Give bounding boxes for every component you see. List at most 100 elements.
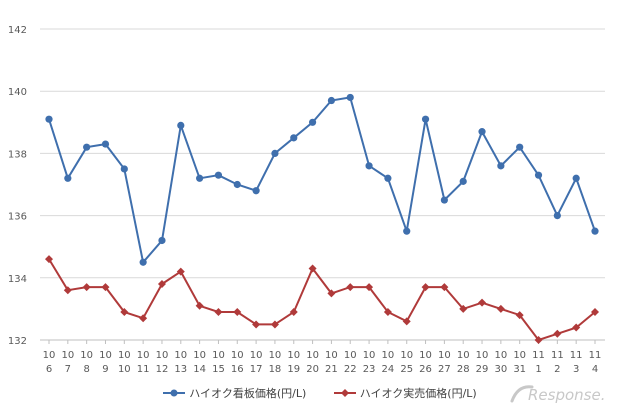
x-tick-label-day: 11 <box>137 364 150 375</box>
x-tick-label-month: 10 <box>212 350 225 361</box>
watermark-text: Response. <box>528 386 605 404</box>
data-point <box>365 283 374 292</box>
x-tick-label-day: 9 <box>102 364 108 375</box>
data-point <box>233 180 241 189</box>
data-point <box>83 143 91 151</box>
x-tick-label-day: 25 <box>400 364 413 375</box>
x-tick-label-day: 30 <box>494 364 507 375</box>
x-tick-label-day: 14 <box>193 364 206 375</box>
data-point <box>403 227 411 235</box>
data-point <box>591 308 599 317</box>
x-tick-label-month: 10 <box>287 350 300 361</box>
x-tick-label-day: 15 <box>212 364 225 375</box>
data-point <box>308 264 317 273</box>
data-point <box>64 174 72 182</box>
data-point <box>384 174 392 182</box>
data-point <box>270 320 279 329</box>
x-tick-label-day: 17 <box>250 364 263 375</box>
data-point <box>252 320 261 329</box>
x-tick-label-month: 10 <box>457 350 470 361</box>
y-tick-label: 142 <box>8 25 27 36</box>
data-point <box>289 308 298 317</box>
data-point <box>308 118 317 126</box>
data-point <box>290 134 298 142</box>
data-point <box>346 93 354 102</box>
x-tick-label-day: 24 <box>382 364 395 375</box>
data-point <box>516 143 524 151</box>
data-point <box>402 317 411 326</box>
x-tick-label-month: 10 <box>156 350 169 361</box>
x-tick-label-day: 13 <box>174 364 187 375</box>
data-point <box>534 336 543 344</box>
x-tick-label-month: 11 <box>551 350 564 361</box>
x-tick-label-month: 11 <box>570 350 583 361</box>
data-point <box>572 323 581 332</box>
x-tick-label-month: 10 <box>513 350 526 361</box>
data-point <box>252 187 260 195</box>
data-point <box>497 162 505 170</box>
y-axis: 132 134 136 138 140 142 <box>8 25 27 347</box>
x-tick-label-day: 21 <box>325 364 338 375</box>
data-point <box>214 171 223 179</box>
x-tick-label-month: 10 <box>494 350 507 361</box>
legend-marker-circle-icon <box>163 389 186 397</box>
data-point <box>421 283 430 292</box>
x-tick-label-day: 1 <box>535 364 541 375</box>
data-point <box>233 308 242 317</box>
x-tick-label-day: 27 <box>438 364 451 375</box>
x-tick-label-day: 28 <box>457 364 470 375</box>
x-tick-label-day: 19 <box>287 364 300 375</box>
data-point <box>139 314 148 323</box>
data-point <box>196 174 204 182</box>
x-tick-label-month: 10 <box>306 350 319 361</box>
x-tick-label-month: 10 <box>325 350 338 361</box>
data-point <box>120 308 129 317</box>
data-point <box>572 174 580 182</box>
x-tick-label-month: 11 <box>589 350 602 361</box>
data-point <box>459 177 467 185</box>
x-tick-label-day: 3 <box>573 364 579 375</box>
x-tick-label-day: 22 <box>344 364 357 375</box>
data-point <box>421 115 430 123</box>
data-point <box>82 283 91 292</box>
x-tick-label-day: 7 <box>65 364 71 375</box>
x-tick-label-month: 11 <box>532 350 545 361</box>
data-point <box>63 286 72 295</box>
legend-marker-diamond-icon <box>333 389 356 397</box>
data-point <box>346 283 355 292</box>
data-point <box>365 162 373 170</box>
x-tick-label-month: 10 <box>269 350 282 361</box>
grid-lines <box>40 28 605 341</box>
y-tick-label: 136 <box>8 212 27 223</box>
data-point <box>553 212 561 220</box>
x-tick-label-day: 20 <box>306 364 319 375</box>
data-point <box>45 255 53 264</box>
x-tick-label-day: 29 <box>476 364 489 375</box>
y-tick-label: 132 <box>8 336 27 347</box>
x-tick-label-month: 10 <box>174 350 187 361</box>
legend-label-jitsubai: ハイオク実売価格(円/L) <box>359 387 477 400</box>
data-point <box>101 283 110 292</box>
x-tick-label-month: 10 <box>43 350 56 361</box>
data-point <box>327 96 336 105</box>
x-tick-label-day: 16 <box>231 364 244 375</box>
x-tick-label-day: 10 <box>118 364 131 375</box>
x-tick-label-month: 10 <box>99 350 112 361</box>
data-point <box>327 289 336 298</box>
x-tick-label-day: 31 <box>513 364 526 375</box>
data-point <box>195 301 204 310</box>
series-line-1 <box>48 258 596 342</box>
x-tick-label-month: 10 <box>344 350 357 361</box>
data-point <box>383 308 392 317</box>
legend: ハイオク看板価格(円/L) ハイオク実売価格(円/L) <box>0 385 640 401</box>
data-point <box>440 283 449 292</box>
x-tick-label-month: 10 <box>61 350 74 361</box>
y-tick-label: 134 <box>8 274 27 285</box>
legend-item-jitsubai: ハイオク実売価格(円/L) <box>333 385 477 401</box>
x-tick-label-day: 18 <box>269 364 282 375</box>
x-tick-label-month: 10 <box>118 350 131 361</box>
x-axis: 1061071081091010101110121013101410151016… <box>43 340 602 375</box>
data-point <box>139 258 147 266</box>
x-tick-label-month: 10 <box>438 350 451 361</box>
x-tick-label-month: 10 <box>137 350 150 361</box>
